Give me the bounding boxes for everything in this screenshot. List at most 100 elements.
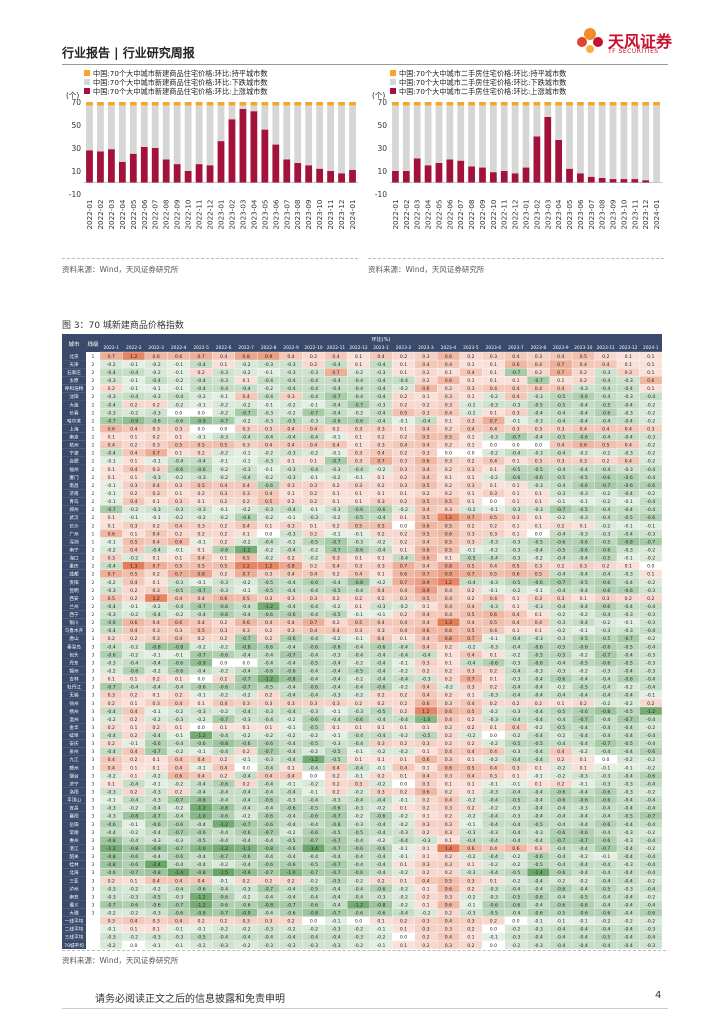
heat-value: -0.6 bbox=[556, 886, 565, 892]
heat-value: -0.1 bbox=[107, 459, 116, 465]
heat-value: -0.5 bbox=[511, 870, 520, 876]
row-city: 太原 bbox=[69, 377, 79, 384]
heat-value: -0.1 bbox=[309, 790, 318, 796]
heat-value: 0.3 bbox=[400, 459, 407, 465]
heat-value: 0.6 bbox=[512, 846, 519, 852]
heat-value: 0.1 bbox=[580, 596, 587, 602]
heat-value: 0.1 bbox=[535, 491, 542, 497]
bar-down bbox=[522, 105, 530, 168]
heat-value: -0.2 bbox=[646, 443, 655, 449]
row-city: 天津 bbox=[69, 361, 79, 368]
heat-value: -0.8 bbox=[107, 854, 116, 860]
heat-value: 0.4 bbox=[153, 531, 160, 537]
bar-up bbox=[108, 149, 115, 183]
heat-value: -0.4 bbox=[556, 717, 565, 723]
heat-value: -0.3 bbox=[489, 717, 498, 723]
heat-value: -0.7 bbox=[332, 539, 341, 545]
heat-value: 0.4 bbox=[490, 596, 497, 602]
heat-value: -0.4 bbox=[579, 572, 588, 578]
heat-value: 0.1 bbox=[445, 660, 452, 666]
heat-value: -0.6 bbox=[556, 677, 565, 683]
heat-value: -0.4 bbox=[511, 644, 520, 650]
heat-value: -0.2 bbox=[219, 475, 228, 481]
heat-value: -0.3 bbox=[219, 435, 228, 441]
bar-flat bbox=[206, 102, 214, 106]
heat-value: -0.4 bbox=[579, 822, 588, 828]
heat-value: 0.1 bbox=[467, 443, 474, 449]
heat-value: 0.0 bbox=[265, 531, 272, 537]
row-city: 常德 bbox=[69, 829, 79, 836]
row-tier: 3 bbox=[92, 790, 95, 796]
row-city: 蚌埠 bbox=[69, 732, 79, 739]
heat-value: -0.4 bbox=[377, 418, 386, 424]
heat-value: -0.2 bbox=[107, 547, 116, 553]
heat-value: 0.3 bbox=[512, 426, 519, 432]
heat-value: -0.4 bbox=[646, 935, 655, 941]
heat-value: 0.1 bbox=[467, 757, 474, 763]
heat-value: 0.1 bbox=[175, 451, 182, 457]
heat-value: -0.7 bbox=[601, 483, 610, 489]
heat-value: -0.1 bbox=[534, 919, 543, 925]
heat-value: -0.3 bbox=[601, 669, 610, 675]
row-city: 乌鲁木齐 bbox=[65, 627, 84, 634]
heat-value: 0.8 bbox=[445, 564, 452, 570]
bar-down bbox=[620, 105, 628, 180]
heat-value: -0.1 bbox=[624, 620, 633, 626]
heat-value: 1.4 bbox=[445, 846, 452, 852]
heat-value: 0.2 bbox=[422, 894, 429, 900]
heat-value: 0.2 bbox=[602, 459, 609, 465]
row-tier: 1 bbox=[92, 539, 95, 545]
row-tier: 3 bbox=[92, 765, 95, 771]
heat-value: -0.2 bbox=[242, 693, 251, 699]
bar-down bbox=[151, 105, 159, 148]
heat-value: -0.4 bbox=[534, 886, 543, 892]
heat-value: -0.3 bbox=[287, 362, 296, 368]
row-tier: 2 bbox=[92, 507, 95, 513]
x-tick-label: 2023-12 bbox=[337, 200, 346, 230]
heat-value: -0.4 bbox=[646, 902, 655, 908]
heat-value: 0.7 bbox=[153, 564, 160, 570]
heat-value: -1.4 bbox=[174, 870, 183, 876]
heat-value: -0.1 bbox=[264, 467, 273, 473]
row-city: 广州 bbox=[69, 530, 79, 537]
heat-value: -0.4 bbox=[129, 660, 138, 666]
heat-value: -0.2 bbox=[152, 604, 161, 610]
heat-value: 0.3 bbox=[198, 523, 205, 529]
heat-value: 0.2 bbox=[153, 435, 160, 441]
heat-value: -0.4 bbox=[332, 677, 341, 683]
heat-value: -0.1 bbox=[107, 483, 116, 489]
row-city-bg bbox=[62, 626, 86, 635]
heat-value: 0.4 bbox=[602, 426, 609, 432]
heat-value: 0.1 bbox=[400, 927, 407, 933]
heat-value: 0.4 bbox=[467, 370, 474, 376]
header-month: 2022-9 bbox=[283, 345, 299, 351]
heat-value: -0.2 bbox=[646, 636, 655, 642]
heat-value: 0.0 bbox=[355, 919, 362, 925]
heat-value: 0.1 bbox=[175, 491, 182, 497]
heat-value: -0.4 bbox=[287, 749, 296, 755]
heat-value: -0.6 bbox=[309, 830, 318, 836]
heat-value: 0.4 bbox=[625, 443, 632, 449]
heat-value: -0.3 bbox=[264, 418, 273, 424]
heat-value: 0.3 bbox=[265, 426, 272, 432]
heat-value: 0.1 bbox=[512, 499, 519, 505]
row-city-bg bbox=[62, 585, 86, 595]
heat-value: 0.1 bbox=[242, 531, 249, 537]
heat-value: -0.4 bbox=[579, 588, 588, 594]
heat-value: -0.6 bbox=[601, 547, 610, 553]
heat-value: 0.2 bbox=[355, 596, 362, 602]
heat-value: 0.2 bbox=[400, 709, 407, 715]
heat-value: -0.3 bbox=[489, 435, 498, 441]
row-city-bg bbox=[62, 852, 86, 861]
heat-value: -0.2 bbox=[646, 580, 655, 586]
heat-value: -0.7 bbox=[332, 459, 341, 465]
heat-value: -0.7 bbox=[129, 870, 138, 876]
heat-value: -0.1 bbox=[197, 765, 206, 771]
heat-value: -0.2 bbox=[534, 725, 543, 731]
heat-value: -0.1 bbox=[354, 636, 363, 642]
heat-value: -0.4 bbox=[556, 467, 565, 473]
heat-value: -0.3 bbox=[534, 483, 543, 489]
bar-down bbox=[327, 105, 334, 171]
heat-value: 0.1 bbox=[490, 878, 497, 884]
heat-value: -0.2 bbox=[579, 451, 588, 457]
